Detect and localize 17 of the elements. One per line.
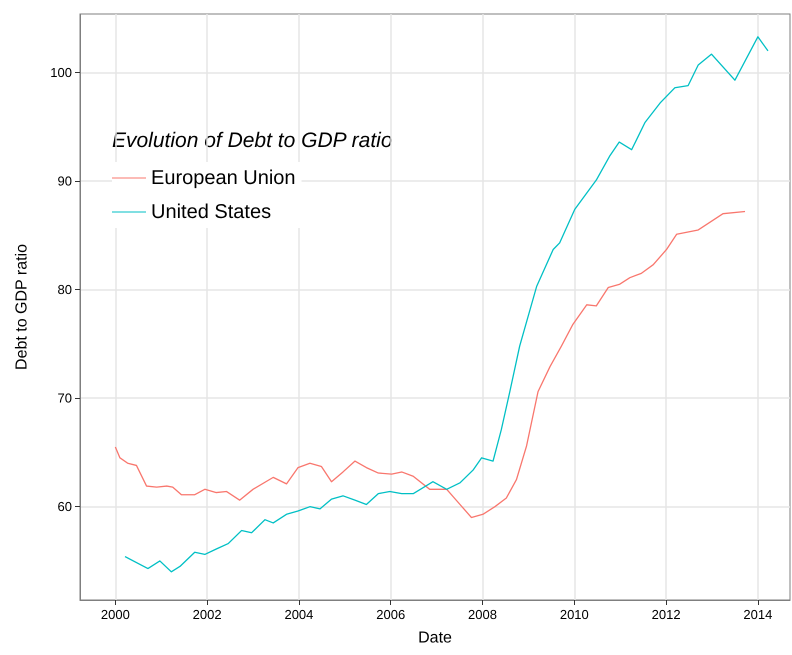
- x-tick-label: 2008: [468, 607, 497, 622]
- x-tick-label: 2000: [100, 607, 130, 622]
- x-axis-title: Date: [418, 630, 452, 646]
- x-tick-label: 2012: [652, 607, 681, 622]
- x-tick-label: 2006: [376, 607, 406, 622]
- y-tick-label: 90: [58, 174, 72, 189]
- y-tick-label: 80: [58, 282, 72, 298]
- x-tick-label: 2004: [284, 607, 314, 622]
- y-tick-label: 60: [58, 499, 72, 514]
- y-axis-title: Debt to GDP ratio: [14, 244, 30, 370]
- x-tick-label: 2014: [743, 607, 772, 622]
- x-tick-label: 2010: [560, 607, 589, 622]
- x-tick-label: 2002: [192, 607, 222, 622]
- y-tick-label: 100: [50, 65, 72, 80]
- legend-label: European Union: [151, 167, 296, 189]
- legend-label: United States: [151, 201, 272, 223]
- y-tick-label: 70: [58, 390, 72, 406]
